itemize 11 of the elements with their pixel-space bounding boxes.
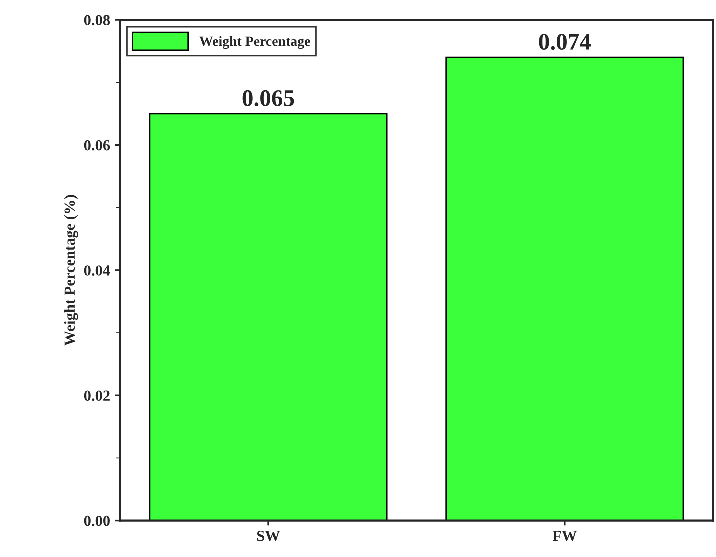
y-tick-label: 0.02 <box>84 390 110 402</box>
y-tick-label: 0.06 <box>84 140 110 151</box>
data-label: 0.074 <box>539 34 592 50</box>
x-tick-label: SW <box>257 531 280 542</box>
y-axis-title: Weight Percentage (%) <box>64 195 78 346</box>
y-tick-label: 0.04 <box>84 266 110 276</box>
y-tick-label: 0.08 <box>84 15 110 26</box>
legend-label: Weight Percentage <box>200 36 310 50</box>
data-label: 0.065 <box>242 90 294 106</box>
y-tick-label: 0.00 <box>84 516 110 526</box>
x-tick-label: FW <box>552 531 577 542</box>
